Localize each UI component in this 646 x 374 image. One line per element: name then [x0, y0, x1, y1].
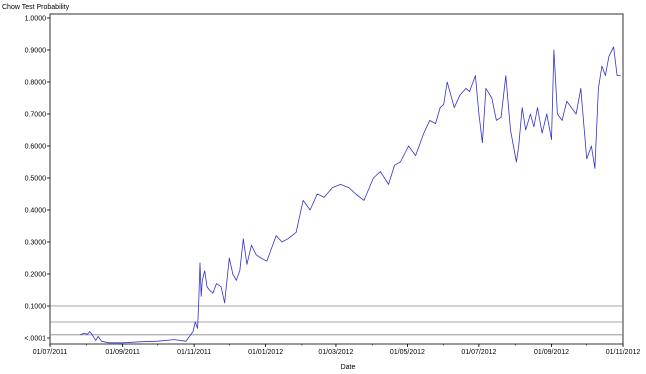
y-tick-label: 0.1000: [25, 304, 47, 311]
reference-lines: [50, 305, 623, 336]
x-tick-label: 01/07/2011: [33, 349, 68, 356]
x-tick-label: 01/01/2012: [248, 349, 283, 356]
y-tick-label: 0.8000: [25, 80, 47, 87]
x-tick-label: 01/11/2011: [177, 349, 211, 356]
y-tick-label: <.0001: [24, 336, 46, 343]
x-tick-label: 01/07/2012: [461, 349, 496, 356]
x-tick-label: 01/03/2012: [318, 349, 353, 356]
y-tick-label: 0.2000: [25, 272, 47, 279]
y-tick-label: 0.5000: [25, 176, 47, 183]
x-axis: 01/07/2011 01/09/2011 01/11/2011 01/01/2012…: [33, 344, 641, 356]
y-tick-label: 0.6000: [25, 144, 47, 151]
x-axis-title: Date: [341, 364, 356, 371]
series-layer: [80, 46, 621, 344]
x-tick-label: 01/05/2012: [390, 349, 425, 356]
x-tick-label: 01/11/2012: [606, 349, 641, 356]
y-tick-label: 0.9000: [25, 48, 47, 55]
plot-frame: [49, 13, 624, 345]
series-line: [80, 46, 621, 344]
x-tick-label: 01/09/2011: [105, 349, 140, 356]
y-tick-label: 0.4000: [25, 208, 47, 215]
y-axis-title: Chow Test Probability: [2, 4, 70, 11]
y-axis: <.0001 0.1000 0.2000 0.3000 0.4000 0.5000 0.60…: [24, 16, 50, 343]
x-tick-label: 01/09/2012: [534, 349, 569, 356]
y-tick-label: 0.3000: [25, 240, 47, 247]
y-tick-label: 0.7000: [25, 112, 47, 119]
y-tick-label: 1.0000: [25, 16, 47, 23]
